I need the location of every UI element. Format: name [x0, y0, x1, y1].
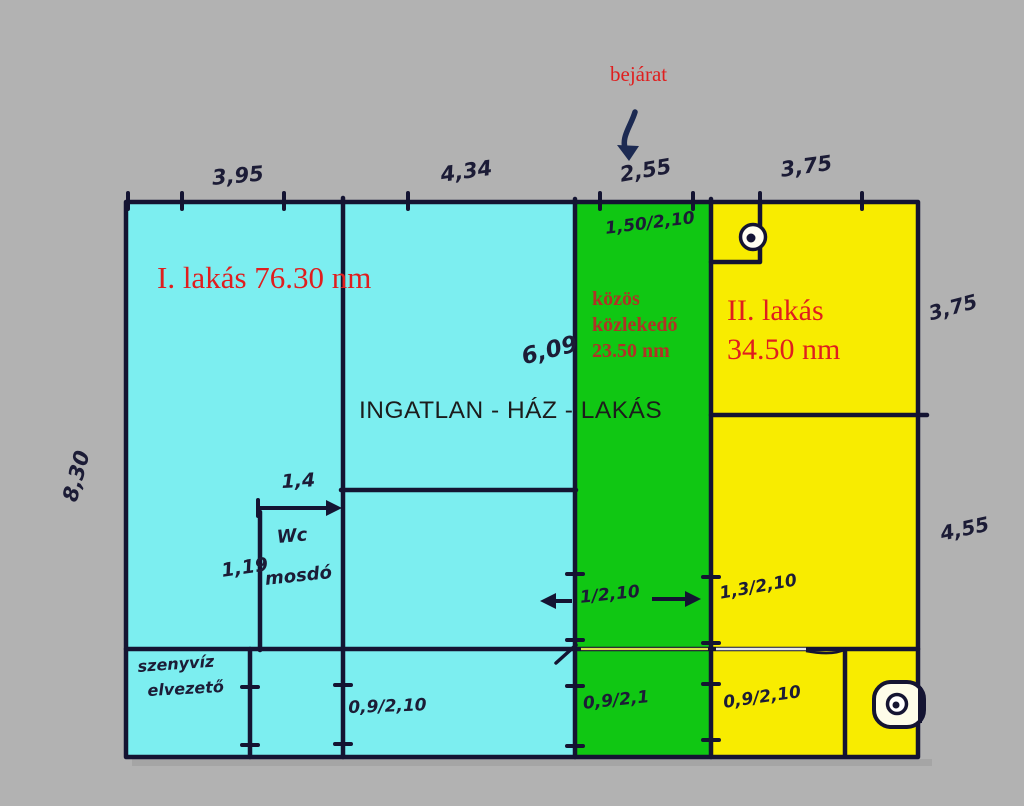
- wc-width-arrow-icon: [258, 500, 342, 516]
- entrance-label: bejárat: [610, 62, 668, 86]
- apartment2-label-line2: 34.50 nm: [727, 333, 841, 366]
- apt1-door-arrow-icon: [540, 593, 572, 609]
- sewage-label-line2: elvezető: [147, 677, 225, 700]
- ticks-top-wall: [126, 191, 864, 211]
- dim-bottom-door-apt1: 0,9/2,10: [348, 695, 427, 718]
- apartment2-region: [712, 201, 919, 758]
- corridor-label-line1: közös: [592, 288, 640, 310]
- wc-room-label: Wc: [276, 524, 309, 548]
- apartment1-area-label: I. lakás 76.30 nm: [157, 260, 372, 295]
- corridor-label-line3: 23.50 nm: [592, 340, 670, 362]
- ticks-corridor-right-wall: [701, 575, 721, 742]
- toilet-symbol-icon: [872, 680, 926, 729]
- apartment2-area-label: II. lakás 34.50 nm: [727, 291, 840, 369]
- apartment2-label-line1: II. lakás: [727, 294, 824, 327]
- corridor-area-label: közös közlekedő 23.50 nm: [592, 286, 678, 364]
- ticks-corridor-left-wall: [565, 572, 585, 748]
- corridor-region: [575, 201, 712, 758]
- ticks-sewage-room: [240, 685, 260, 747]
- walls: [123, 195, 930, 760]
- outer-wall: [123, 199, 921, 760]
- apartment1-region: [126, 201, 575, 758]
- dim-wc-width: 1,4: [281, 469, 316, 493]
- ticks-apt1-bottom-door: [333, 683, 353, 746]
- entrance-arrow-icon: [617, 109, 639, 161]
- dimension-ticks: [126, 191, 864, 748]
- plan-shadow: [132, 759, 932, 766]
- corridor-label-line2: közlekedő: [592, 314, 678, 336]
- dim-top-1: 3,95: [211, 161, 265, 190]
- watermark-text: INGATLAN - HÁZ - LAKÁS: [359, 397, 663, 424]
- apt2-door-arc: [805, 647, 847, 655]
- apt2-door-arrow-icon: [652, 591, 701, 607]
- apt2-closet-symbol-icon: [738, 222, 768, 252]
- door-swing-stroke: [554, 643, 578, 665]
